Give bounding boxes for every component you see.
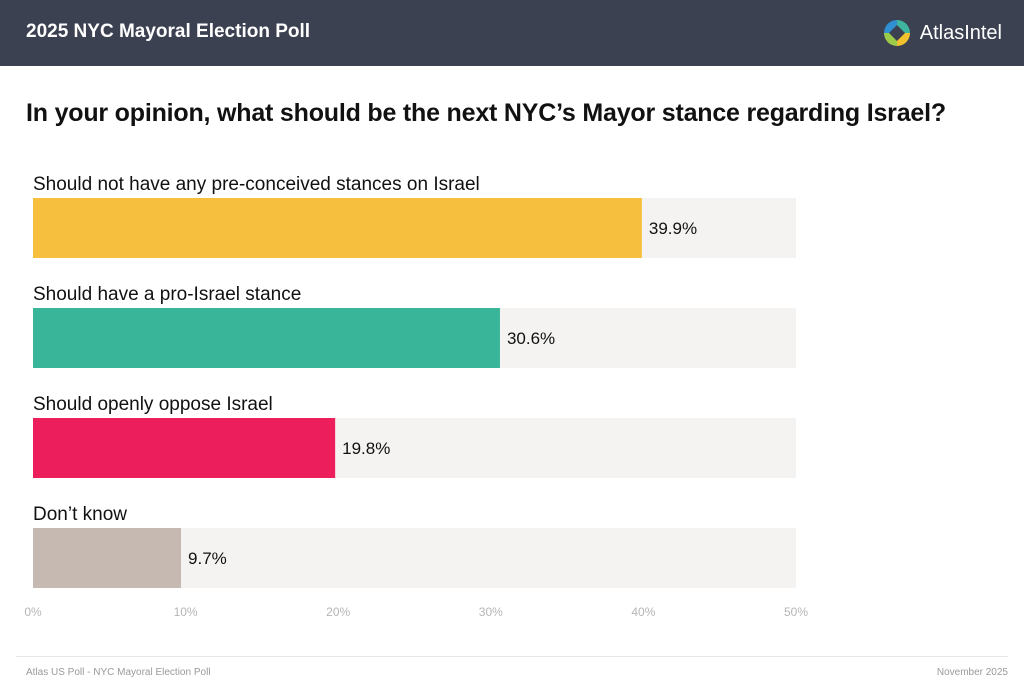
data-label: 39.9% <box>649 219 697 238</box>
question-heading: In your opinion, what should be the next… <box>26 99 946 127</box>
x-tick-label: 10% <box>174 605 198 619</box>
footer-divider <box>16 656 1008 657</box>
brand-name: AtlasIntel <box>919 21 1002 44</box>
footer-source: Atlas US Poll - NYC Mayoral Election Pol… <box>26 667 211 678</box>
footer-date: November 2025 <box>936 667 1008 678</box>
data-label: 19.8% <box>342 439 390 458</box>
page-title: 2025 NYC Mayoral Election Poll <box>26 21 311 42</box>
brand: AtlasIntel <box>882 17 1002 49</box>
x-tick-label: 30% <box>479 605 503 619</box>
category-label: Should have a pro-Israel stance <box>33 284 301 305</box>
x-tick-label: 0% <box>24 605 42 619</box>
bar <box>33 418 336 478</box>
data-label: 30.6% <box>507 329 555 348</box>
bar <box>33 198 642 258</box>
atlasintel-logo-icon <box>883 20 910 46</box>
x-tick-label: 40% <box>631 605 655 619</box>
category-label: Don’t know <box>33 504 127 525</box>
bar <box>33 308 500 368</box>
bar <box>33 528 182 588</box>
x-tick-label: 20% <box>326 605 350 619</box>
category-label: Should not have any pre-conceived stance… <box>33 174 480 195</box>
x-tick-label: 50% <box>784 605 808 619</box>
header-bar: 2025 NYC Mayoral Election Poll AtlasInte… <box>0 0 1024 66</box>
category-label: Should openly oppose Israel <box>33 394 273 415</box>
data-label: 9.7% <box>188 549 227 568</box>
